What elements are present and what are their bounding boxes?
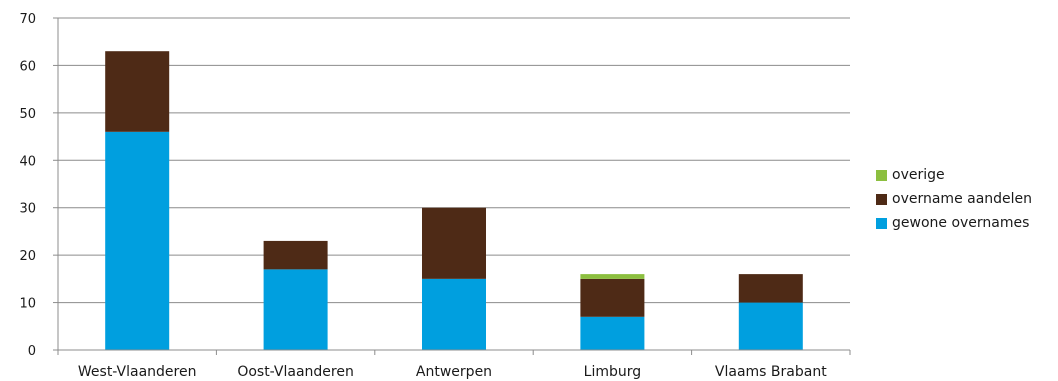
bar-segment — [738, 274, 803, 303]
y-tick-label: 0 — [28, 344, 36, 359]
bar-segment — [105, 131, 170, 350]
y-tick-label: 70 — [19, 12, 36, 27]
y-tick-label: 20 — [19, 249, 36, 264]
bar-segment — [580, 316, 645, 350]
x-category-label: Antwerpen — [416, 364, 492, 380]
legend-item: overige — [876, 163, 1032, 187]
y-tick-label: 50 — [19, 107, 36, 122]
x-category-label: Oost-Vlaanderen — [237, 364, 354, 380]
y-axis-tick-labels: 0 10 20 30 40 50 60 70 — [19, 12, 36, 359]
bar-segment — [738, 302, 803, 350]
legend-swatch — [876, 217, 887, 229]
legend-item: gewone overnames — [876, 211, 1032, 235]
legend-label: overname aandelen — [892, 191, 1033, 207]
axes — [57, 18, 851, 355]
y-tick-label: 10 — [19, 297, 36, 312]
bar-segment — [580, 274, 645, 279]
x-category-label: West-Vlaanderen — [78, 364, 197, 380]
legend-swatch — [876, 169, 887, 181]
x-category-label: Vlaams Brabant — [715, 364, 827, 380]
x-category-label: Limburg — [584, 364, 641, 380]
bar-segment — [422, 207, 486, 279]
legend-label: overige — [892, 167, 945, 183]
bar-segment — [422, 278, 486, 350]
x-axis-category-labels: West-Vlaanderen Oost-Vlaanderen Antwerpen L… — [78, 364, 827, 380]
legend-label: gewone overnames — [892, 215, 1030, 231]
bar-segment — [263, 269, 328, 350]
bar-segment — [105, 51, 170, 132]
legend: overige overname aandelen gewone overnames — [876, 163, 1032, 235]
legend-item: overname aandelen — [876, 187, 1032, 211]
y-tick-label: 30 — [19, 202, 36, 217]
bar-segment — [580, 278, 645, 317]
bar-segment — [263, 240, 328, 270]
y-tick-label: 60 — [19, 59, 36, 74]
y-tick-label: 40 — [19, 154, 36, 169]
bars — [105, 51, 803, 350]
legend-swatch — [876, 193, 887, 205]
